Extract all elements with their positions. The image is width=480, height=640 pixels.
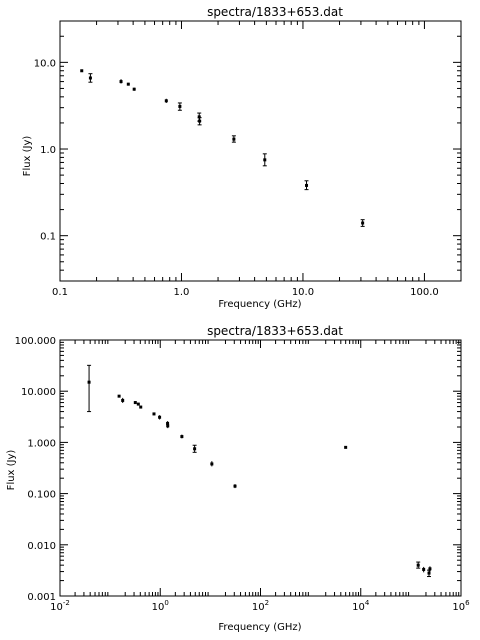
bottom-chart-y-tick-label: 0.001: [27, 592, 56, 603]
top-chart-x-tick-label: 10.0: [292, 287, 314, 298]
bottom-chart-data-point: [139, 405, 143, 409]
bottom-chart-data-point: [344, 445, 348, 449]
top-chart-data-point: [126, 82, 130, 86]
bottom-chart-x-tick-label: 100: [152, 599, 169, 613]
bottom-chart-marker: [344, 445, 348, 449]
top-chart-data-point: [262, 153, 267, 167]
top-chart-marker: [132, 87, 136, 91]
bottom-chart-y-tick-label: 0.010: [27, 541, 56, 552]
bottom-chart-ylabel: Flux (Jy): [6, 450, 17, 491]
bottom-chart-data-point: [166, 423, 170, 429]
bottom-chart-x-tick-label: 10-2: [50, 599, 70, 613]
bottom-chart-marker: [416, 563, 420, 567]
top-chart-x-tick-label: 100.0: [410, 287, 439, 298]
bottom-chart-marker: [158, 415, 162, 419]
top-chart-y-tick-label: 1.0: [40, 145, 56, 156]
bottom-chart-y-tick-label: 1.000: [27, 438, 56, 449]
top-chart-marker: [178, 104, 182, 108]
bottom-chart-x-tick-label: 102: [252, 599, 269, 613]
bottom-chart-y-tick-label: 100.000: [15, 336, 56, 347]
bottom-chart-xlabel: Frequency (GHz): [218, 622, 301, 633]
top-chart-marker: [126, 82, 130, 86]
top-chart-marker: [263, 158, 267, 162]
bottom-chart-x-tick-label: 104: [352, 599, 370, 613]
bottom-chart-marker: [422, 567, 426, 571]
bottom-chart-marker: [166, 421, 170, 425]
bottom-chart-marker: [152, 412, 156, 416]
bottom-chart-data-point: [158, 415, 162, 420]
bottom-chart-marker: [180, 435, 184, 439]
top-chart-data-point: [231, 135, 236, 143]
bottom-chart-data-point: [416, 561, 421, 569]
bottom-chart: spectra/1833+653.dat Frequency (GHz) Flu…: [6, 324, 470, 633]
top-chart-data-point: [132, 87, 136, 91]
bottom-chart-data-point: [233, 484, 237, 489]
bottom-chart-marker: [210, 462, 214, 466]
bottom-chart-data-point: [180, 434, 184, 439]
bottom-chart-marker: [139, 405, 143, 409]
top-chart-y-tick-label: 10.0: [34, 58, 56, 69]
bottom-chart-data-point: [210, 461, 214, 467]
top-chart-data-point: [304, 180, 309, 191]
bottom-chart-marker: [133, 401, 137, 405]
top-chart-ylabel: Flux (Jy): [22, 136, 33, 177]
bottom-chart-data-point: [152, 412, 156, 416]
bottom-chart-y-tick-label: 10.000: [21, 387, 56, 398]
bottom-chart-data-point: [428, 566, 432, 572]
top-chart-y-tick-label: 0.1: [40, 232, 56, 243]
top-chart-marker: [305, 183, 309, 187]
bottom-chart-marker: [166, 424, 170, 428]
top-chart-marker: [164, 99, 168, 103]
top-chart-x-tick-label: 1.0: [174, 287, 190, 298]
bottom-chart-data-point: [121, 397, 125, 403]
top-chart-marker: [232, 137, 236, 141]
top-chart-marker: [361, 221, 365, 225]
top-chart-data-point: [119, 79, 123, 84]
bottom-chart-data-point: [133, 401, 137, 405]
bottom-chart-data-point: [136, 402, 140, 406]
bottom-chart-marker: [136, 402, 140, 406]
bottom-chart-marker: [117, 394, 121, 398]
bottom-chart-marker: [233, 484, 237, 488]
top-chart-xlabel: Frequency (GHz): [218, 299, 301, 310]
top-chart-data-point: [360, 219, 365, 227]
top-chart-marker: [197, 115, 201, 119]
bottom-chart-x-tick-label: 106: [452, 599, 470, 613]
bottom-chart-title: spectra/1833+653.dat: [207, 324, 343, 338]
top-chart-marker: [198, 119, 202, 123]
bottom-chart-data-point: [117, 394, 121, 398]
bottom-chart-data-point: [192, 444, 197, 453]
bottom-chart-data-point: [422, 566, 426, 573]
bottom-chart-marker: [427, 571, 431, 575]
top-chart-plot-frame: [59, 20, 462, 282]
bottom-chart-marker: [121, 398, 125, 402]
bottom-chart-marker: [87, 380, 91, 384]
top-chart-title: spectra/1833+653.dat: [207, 5, 343, 19]
top-chart-data-point: [197, 117, 202, 126]
top-chart-marker: [119, 80, 123, 84]
top-chart-data-point: [164, 98, 168, 103]
top-chart-marker: [80, 69, 84, 73]
top-chart-data-point: [177, 102, 182, 111]
top-chart-data-point: [80, 69, 84, 73]
top-chart: spectra/1833+653.dat Frequency (GHz) Flu…: [22, 5, 462, 310]
bottom-chart-data-point: [87, 364, 92, 413]
top-chart-x-tick-label: 0.1: [52, 287, 68, 298]
bottom-chart-marker: [193, 447, 197, 451]
bottom-chart-plot-frame: [59, 339, 462, 597]
bottom-chart-y-tick-label: 0.100: [27, 490, 56, 501]
top-chart-marker: [88, 76, 92, 80]
bottom-chart-marker: [428, 567, 432, 571]
top-chart-data-point: [88, 73, 93, 83]
